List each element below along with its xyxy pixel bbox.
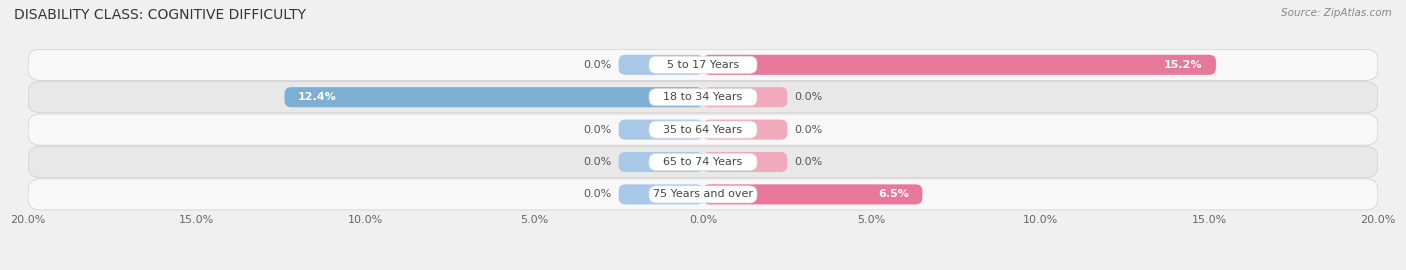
FancyBboxPatch shape	[650, 89, 756, 106]
Text: 0.0%: 0.0%	[794, 124, 823, 135]
FancyBboxPatch shape	[703, 87, 787, 107]
FancyBboxPatch shape	[619, 152, 703, 172]
FancyBboxPatch shape	[650, 56, 756, 73]
FancyBboxPatch shape	[284, 87, 703, 107]
FancyBboxPatch shape	[619, 55, 703, 75]
Text: 5 to 17 Years: 5 to 17 Years	[666, 60, 740, 70]
FancyBboxPatch shape	[703, 120, 787, 140]
FancyBboxPatch shape	[703, 152, 787, 172]
Text: 0.0%: 0.0%	[794, 157, 823, 167]
Text: 35 to 64 Years: 35 to 64 Years	[664, 124, 742, 135]
Text: Source: ZipAtlas.com: Source: ZipAtlas.com	[1281, 8, 1392, 18]
FancyBboxPatch shape	[650, 186, 756, 203]
FancyBboxPatch shape	[703, 184, 922, 204]
Text: 0.0%: 0.0%	[583, 60, 612, 70]
Text: 0.0%: 0.0%	[794, 92, 823, 102]
Text: 15.2%: 15.2%	[1164, 60, 1202, 70]
Text: 18 to 34 Years: 18 to 34 Years	[664, 92, 742, 102]
Text: 0.0%: 0.0%	[583, 157, 612, 167]
Text: 75 Years and over: 75 Years and over	[652, 189, 754, 200]
FancyBboxPatch shape	[650, 153, 756, 171]
FancyBboxPatch shape	[619, 120, 703, 140]
FancyBboxPatch shape	[650, 121, 756, 138]
Text: DISABILITY CLASS: COGNITIVE DIFFICULTY: DISABILITY CLASS: COGNITIVE DIFFICULTY	[14, 8, 307, 22]
FancyBboxPatch shape	[28, 114, 1378, 145]
FancyBboxPatch shape	[28, 82, 1378, 113]
FancyBboxPatch shape	[28, 146, 1378, 178]
FancyBboxPatch shape	[28, 179, 1378, 210]
Text: 12.4%: 12.4%	[298, 92, 337, 102]
FancyBboxPatch shape	[28, 49, 1378, 80]
Text: 65 to 74 Years: 65 to 74 Years	[664, 157, 742, 167]
Text: 0.0%: 0.0%	[583, 189, 612, 200]
FancyBboxPatch shape	[619, 184, 703, 204]
Text: 6.5%: 6.5%	[877, 189, 908, 200]
FancyBboxPatch shape	[703, 55, 1216, 75]
Text: 0.0%: 0.0%	[583, 124, 612, 135]
